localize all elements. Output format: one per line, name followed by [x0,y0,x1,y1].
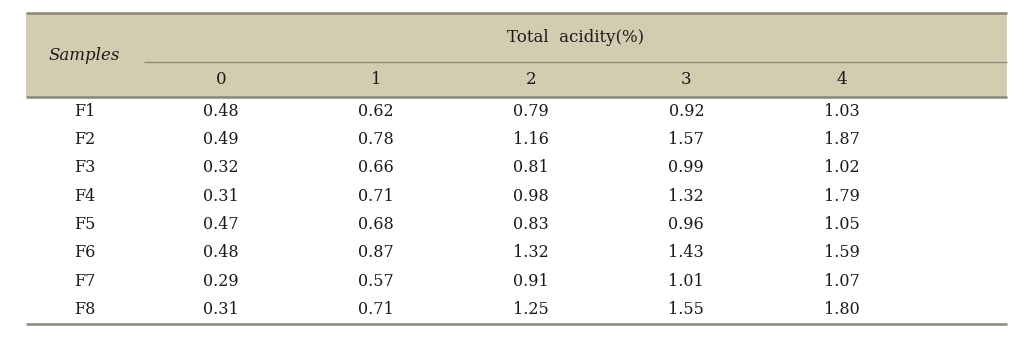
Text: 0.78: 0.78 [358,131,394,148]
Text: 1.05: 1.05 [824,216,859,233]
Text: 0.57: 0.57 [358,273,394,289]
Text: 1.55: 1.55 [668,301,705,318]
Text: 1.43: 1.43 [668,244,705,261]
Bar [26,62,1007,97]
Text: 1.57: 1.57 [668,131,705,148]
Text: F4: F4 [74,188,95,205]
Text: Total  acidity(%): Total acidity(%) [507,29,644,46]
Bar [26,125,1007,154]
Text: 0.62: 0.62 [358,103,394,120]
Text: 0.29: 0.29 [203,273,239,289]
Text: 0.71: 0.71 [358,301,394,318]
Text: 1.79: 1.79 [824,188,859,205]
Text: 0.71: 0.71 [358,188,394,205]
Bar [26,267,1007,295]
Text: 1.01: 1.01 [668,273,705,289]
Text: F3: F3 [74,159,96,176]
Text: 1.02: 1.02 [824,159,859,176]
Text: 3: 3 [681,71,692,88]
Bar [26,13,1007,62]
Text: 0.31: 0.31 [203,301,239,318]
Text: 0.91: 0.91 [513,273,549,289]
Text: 0.49: 0.49 [203,131,239,148]
Text: 0.48: 0.48 [203,103,239,120]
Text: 0.47: 0.47 [203,216,239,233]
Text: 1.07: 1.07 [824,273,859,289]
Bar [26,182,1007,210]
Text: 0.68: 0.68 [358,216,394,233]
Text: 1.32: 1.32 [668,188,705,205]
Bar [26,210,1007,239]
Text: F7: F7 [74,273,96,289]
Text: 0.96: 0.96 [668,216,705,233]
Text: 2: 2 [526,71,537,88]
Text: 0.66: 0.66 [358,159,394,176]
Text: 1.59: 1.59 [824,244,859,261]
Text: 0.32: 0.32 [203,159,239,176]
Bar [26,239,1007,267]
Text: F8: F8 [74,301,96,318]
Text: F5: F5 [74,216,96,233]
Text: 1.87: 1.87 [824,131,859,148]
Text: 1.32: 1.32 [513,244,549,261]
Text: 1.16: 1.16 [513,131,549,148]
Bar [26,154,1007,182]
Text: 0.99: 0.99 [668,159,705,176]
Text: 0.87: 0.87 [358,244,394,261]
Text: 0.48: 0.48 [203,244,239,261]
Text: 0.81: 0.81 [513,159,549,176]
Text: 1.80: 1.80 [824,301,859,318]
Text: 4: 4 [836,71,847,88]
Text: F1: F1 [74,103,96,120]
Text: 0.98: 0.98 [513,188,549,205]
Text: 0: 0 [215,71,227,88]
Bar [26,97,1007,125]
Text: 0.92: 0.92 [668,103,705,120]
Bar [26,295,1007,324]
Text: F2: F2 [74,131,95,148]
Text: F6: F6 [74,244,96,261]
Text: 1: 1 [371,71,381,88]
Text: Samples: Samples [49,47,121,64]
Text: 0.31: 0.31 [203,188,239,205]
Text: 0.79: 0.79 [513,103,549,120]
Text: 1.03: 1.03 [824,103,859,120]
Text: 1.25: 1.25 [513,301,549,318]
Text: 0.83: 0.83 [513,216,549,233]
